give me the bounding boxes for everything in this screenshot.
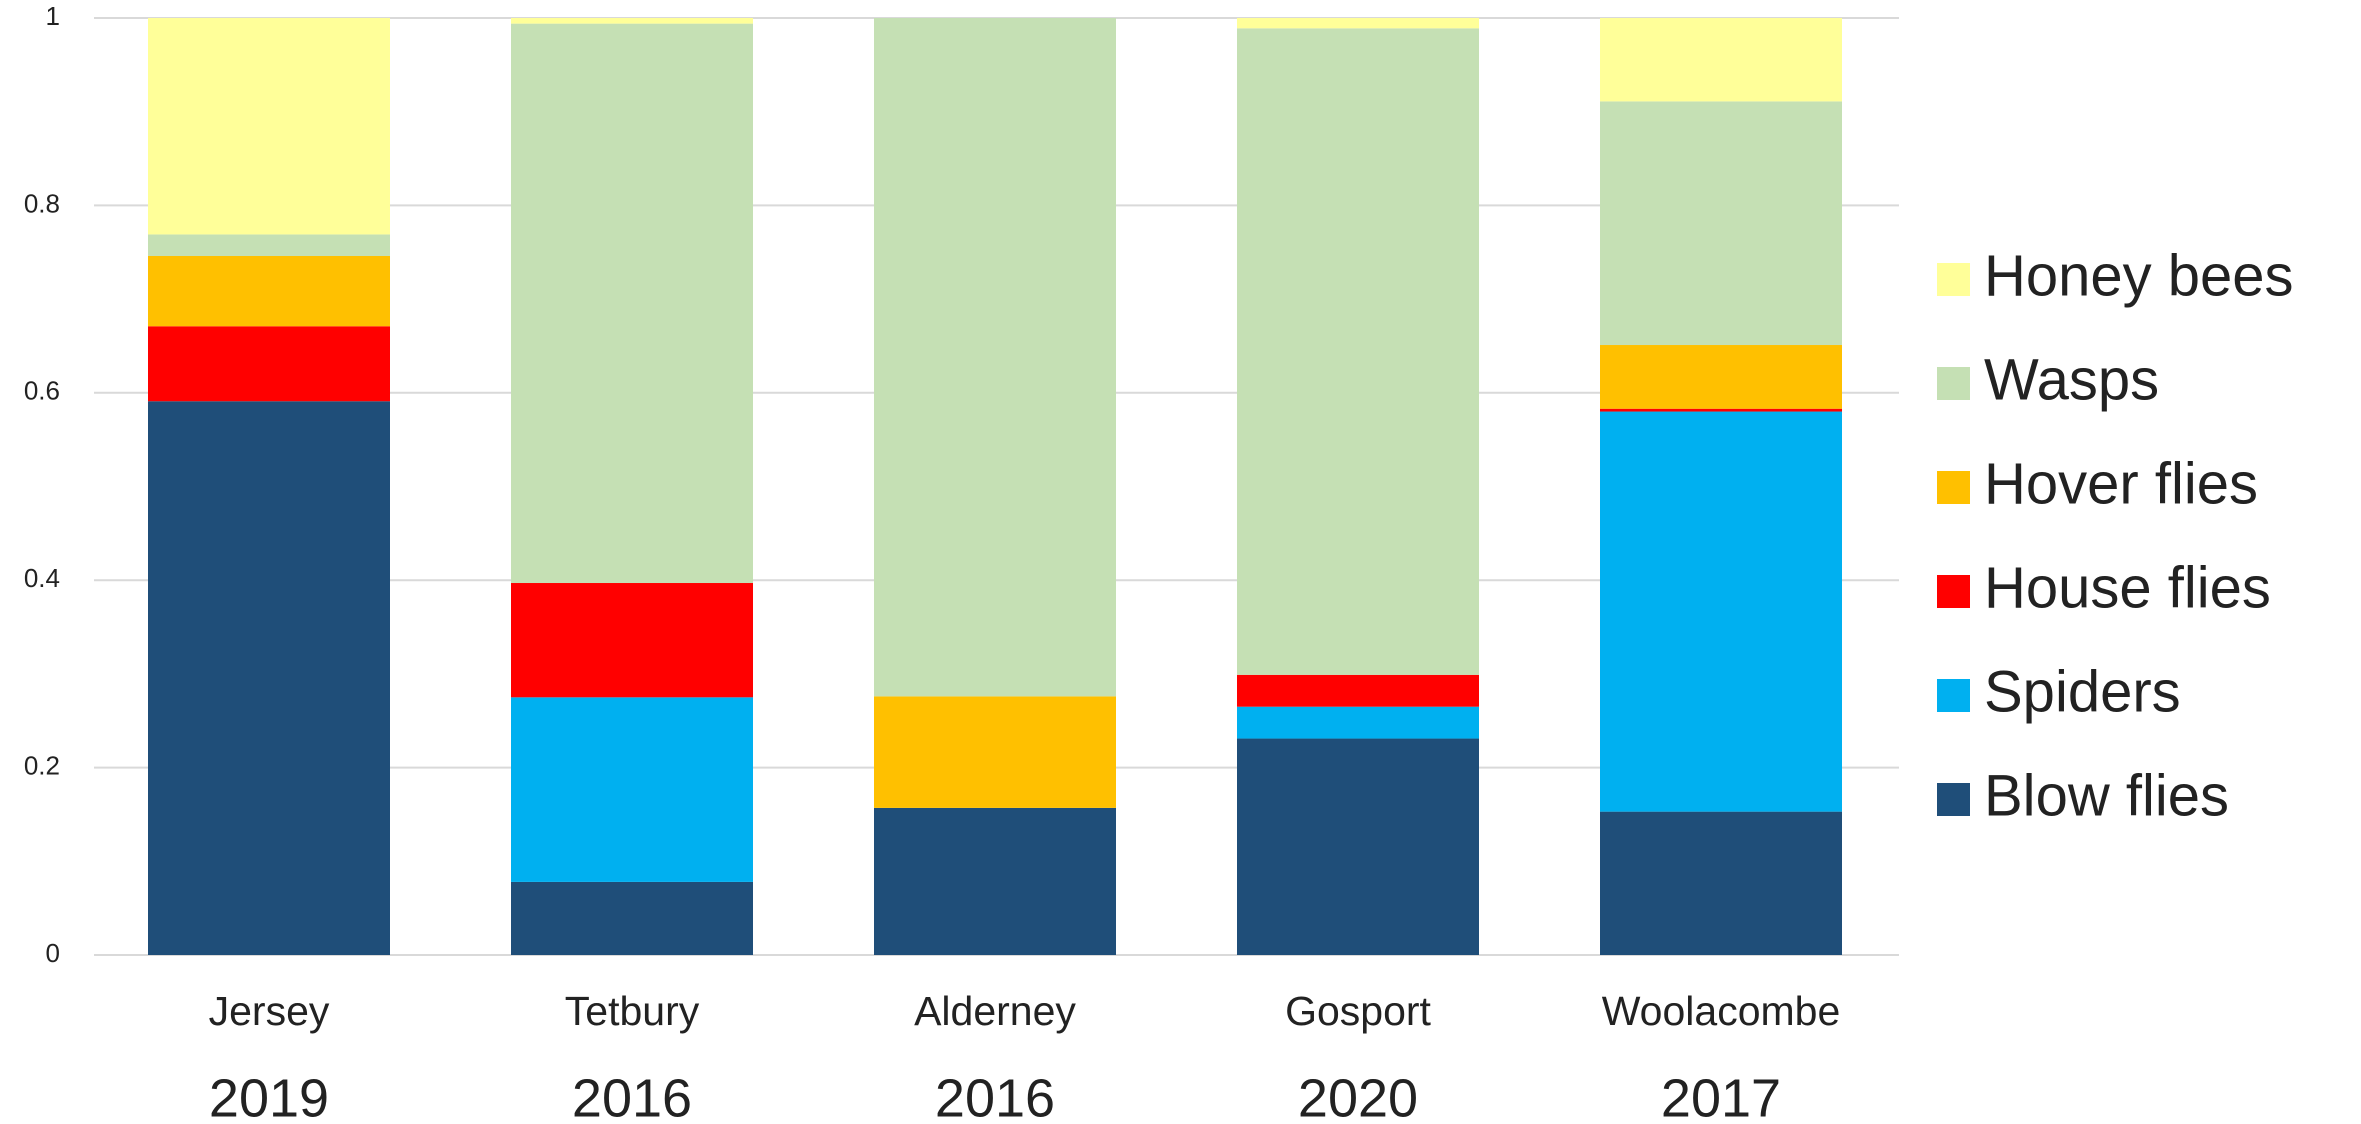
bar-segment xyxy=(1600,101,1842,346)
y-tick-label: 0.8 xyxy=(24,188,60,218)
bar-segment xyxy=(511,18,753,24)
legend-label: House flies xyxy=(1984,555,2271,620)
legend-label: Wasps xyxy=(1984,347,2159,412)
bar-segment xyxy=(874,807,1116,955)
bar-segment xyxy=(148,326,390,402)
bar-segment xyxy=(511,583,753,698)
bar-segment xyxy=(1237,18,1479,29)
x-tick-label: Tetbury xyxy=(565,988,700,1034)
legend-label: Hover flies xyxy=(1984,451,2258,516)
bar-segment xyxy=(148,255,390,327)
bar-segment xyxy=(874,18,1116,697)
x-tick-label: Woolacombe xyxy=(1602,988,1841,1034)
bar-segment xyxy=(1600,408,1842,412)
bar-segment xyxy=(1237,28,1479,675)
bar-segment xyxy=(148,18,390,235)
bar-segment xyxy=(1600,345,1842,409)
bar-segment xyxy=(148,234,390,256)
year-label: 2017 xyxy=(1661,1068,1781,1124)
year-label: 2016 xyxy=(572,1068,692,1124)
year-label: 2019 xyxy=(209,1068,329,1124)
bar-segment xyxy=(874,696,1116,808)
bar-segment xyxy=(1237,738,1479,955)
bar-segment xyxy=(511,697,753,882)
y-tick-label: 0.2 xyxy=(24,750,60,780)
bar-segment xyxy=(148,401,390,955)
bar-segment xyxy=(1237,674,1479,707)
year-label: 2020 xyxy=(1298,1068,1418,1124)
y-tick-label: 0 xyxy=(46,938,60,968)
legend-label: Honey bees xyxy=(1984,243,2294,308)
legend-swatch xyxy=(1937,575,1970,608)
bar-segment xyxy=(1237,706,1479,739)
x-tick-label: Alderney xyxy=(914,988,1076,1034)
legend-swatch xyxy=(1937,783,1970,816)
legend-swatch xyxy=(1937,679,1970,712)
y-tick-label: 0.6 xyxy=(24,376,60,406)
bar-segment xyxy=(511,23,753,584)
bar-segment xyxy=(511,881,753,955)
y-tick-label: 0.4 xyxy=(24,563,60,593)
y-tick-label: 1 xyxy=(46,1,60,31)
year-label: 2016 xyxy=(935,1068,1055,1124)
bar-segment xyxy=(1600,18,1842,102)
x-tick-label: Gosport xyxy=(1285,988,1431,1034)
legend-swatch xyxy=(1937,471,1970,504)
legend-swatch xyxy=(1937,367,1970,400)
bar-segment xyxy=(1600,811,1842,955)
x-tick-label: Jersey xyxy=(209,988,330,1034)
legend-label: Spiders xyxy=(1984,659,2181,724)
legend-label: Blow flies xyxy=(1984,763,2229,828)
bar-segment xyxy=(1600,411,1842,812)
legend-swatch xyxy=(1937,263,1970,296)
